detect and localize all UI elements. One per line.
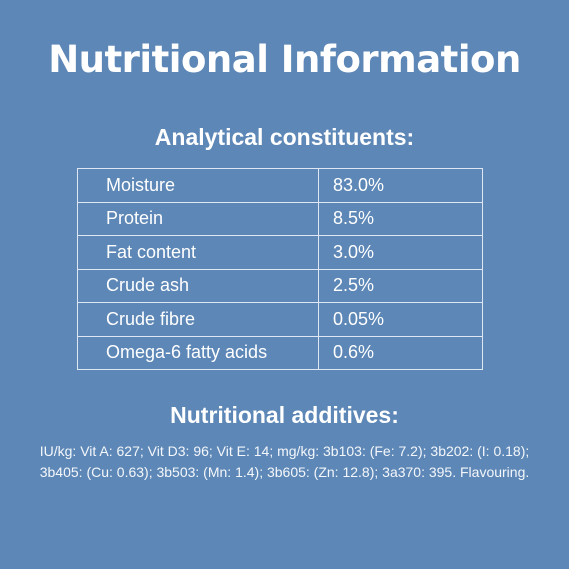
constituent-name: Crude fibre <box>77 302 319 337</box>
constituent-value: 2.5% <box>318 268 483 303</box>
constituent-name: Omega-6 fatty acids <box>77 335 319 370</box>
nutritional-additives-text: IU/kg: Vit A: 627; Vit D3: 96; Vit E: 14… <box>39 443 530 480</box>
constituent-value: 0.05% <box>318 302 483 337</box>
table-row: Omega-6 fatty acids 0.6% <box>77 335 483 370</box>
constituent-name: Moisture <box>77 168 319 203</box>
analytical-constituents-heading: Analytical constituents: <box>154 124 415 150</box>
table-row: Crude ash 2.5% <box>77 268 483 303</box>
table-row: Moisture 83.0% <box>77 168 483 203</box>
constituent-value: 83.0% <box>318 168 483 203</box>
constituent-name: Protein <box>77 201 319 236</box>
constituent-name: Fat content <box>77 235 319 270</box>
constituent-value: 0.6% <box>318 335 483 370</box>
constituent-value: 3.0% <box>318 235 483 270</box>
constituent-value: 8.5% <box>318 201 483 236</box>
table-row: Protein 8.5% <box>77 201 483 236</box>
table-row: Crude fibre 0.05% <box>77 302 483 337</box>
constituent-name: Crude ash <box>77 268 319 303</box>
page-title: Nutritional Information <box>48 38 521 81</box>
constituents-table: Moisture 83.0% Protein 8.5% Fat content … <box>77 168 483 370</box>
table-row: Fat content 3.0% <box>77 235 483 270</box>
nutritional-additives-heading: Nutritional additives: <box>170 402 399 428</box>
